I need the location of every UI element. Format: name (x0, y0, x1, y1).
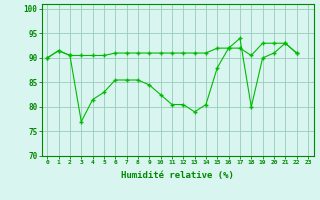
X-axis label: Humidité relative (%): Humidité relative (%) (121, 171, 234, 180)
